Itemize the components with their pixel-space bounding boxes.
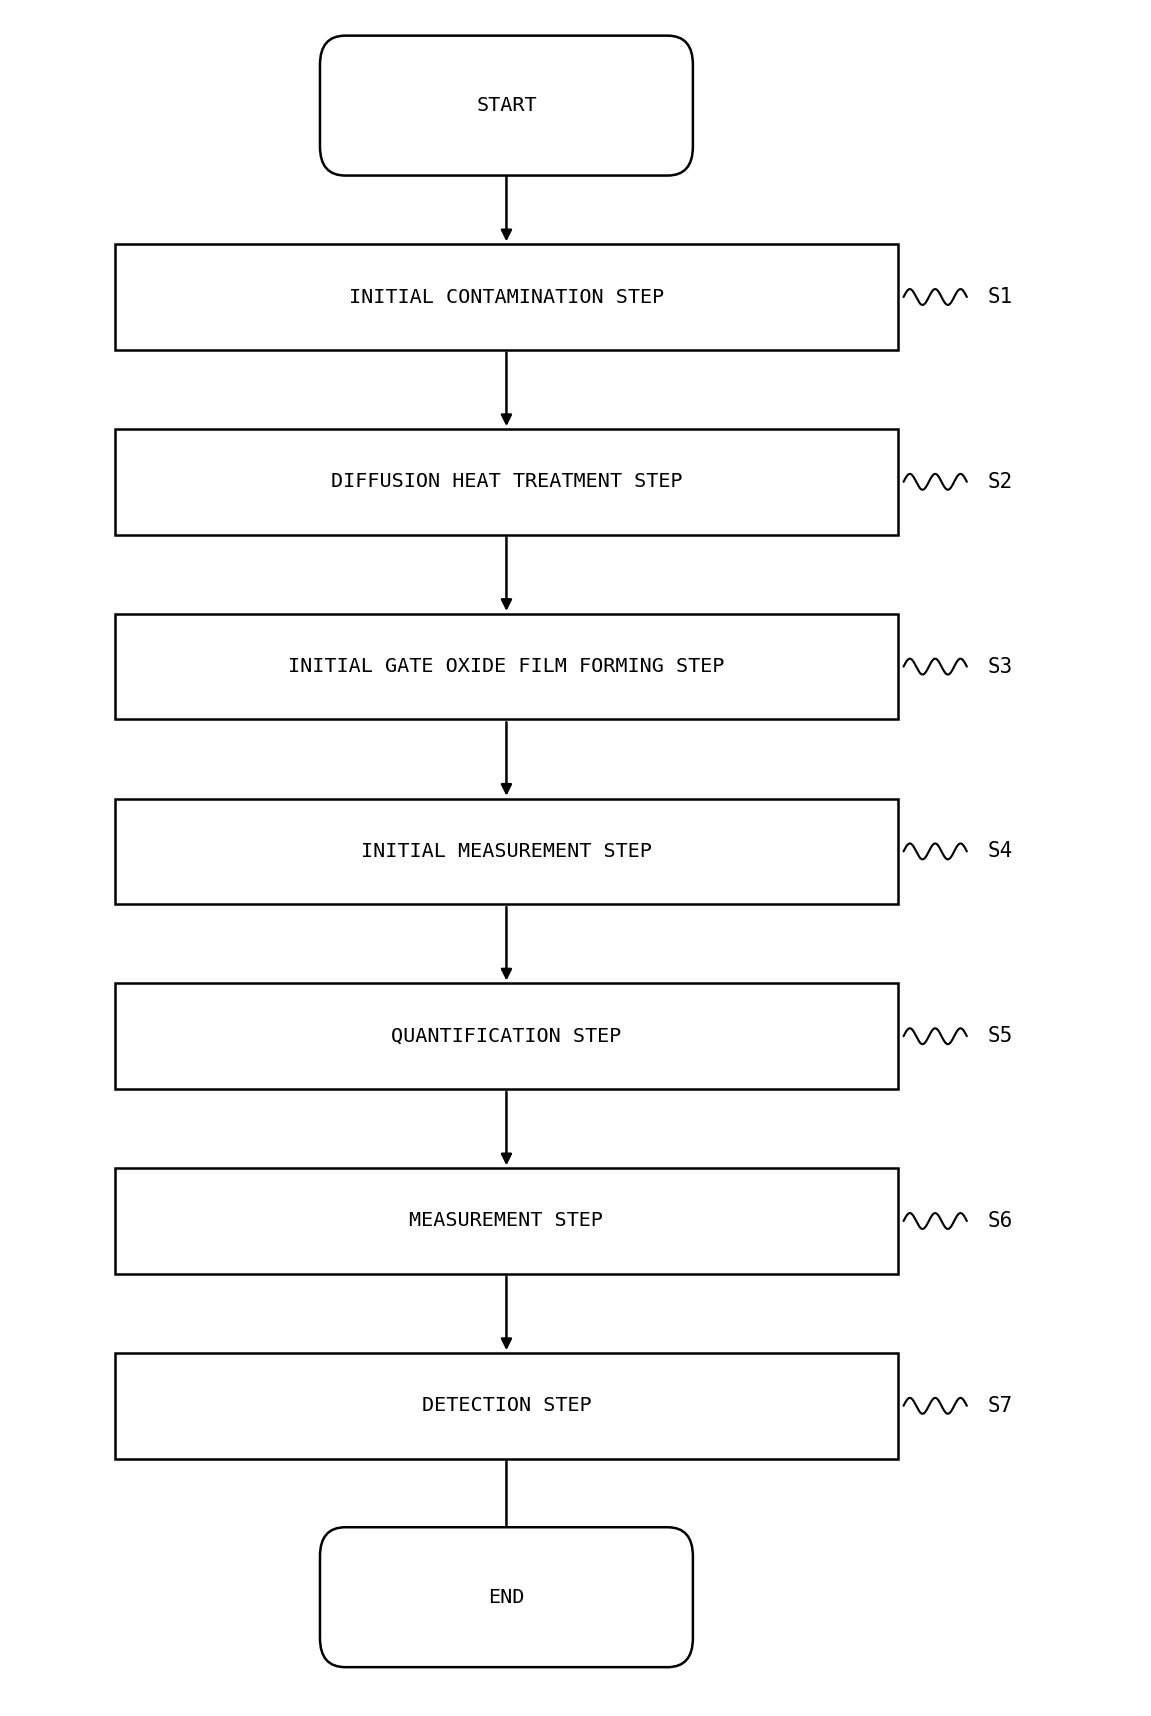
Text: INITIAL CONTAMINATION STEP: INITIAL CONTAMINATION STEP	[349, 288, 664, 307]
Text: S2: S2	[988, 472, 1013, 492]
Text: S5: S5	[988, 1026, 1013, 1047]
FancyBboxPatch shape	[320, 36, 693, 175]
Bar	[115, 1352, 898, 1459]
Text: S3: S3	[988, 657, 1013, 676]
FancyBboxPatch shape	[320, 1527, 693, 1668]
Bar	[115, 244, 898, 350]
Text: S6: S6	[988, 1211, 1013, 1230]
Text: S4: S4	[988, 841, 1013, 861]
Text: DETECTION STEP: DETECTION STEP	[421, 1397, 592, 1416]
Text: DIFFUSION HEAT TREATMENT STEP: DIFFUSION HEAT TREATMENT STEP	[330, 472, 683, 491]
Text: S1: S1	[988, 287, 1013, 307]
Text: INITIAL GATE OXIDE FILM FORMING STEP: INITIAL GATE OXIDE FILM FORMING STEP	[288, 657, 725, 676]
Text: S7: S7	[988, 1395, 1013, 1416]
Text: START: START	[477, 96, 536, 115]
Bar	[115, 983, 898, 1090]
Text: MEASUREMENT STEP: MEASUREMENT STEP	[410, 1211, 603, 1230]
Text: INITIAL MEASUREMENT STEP: INITIAL MEASUREMENT STEP	[361, 843, 651, 861]
Bar	[115, 614, 898, 719]
Bar	[115, 1169, 898, 1273]
Bar	[115, 429, 898, 535]
Bar	[115, 798, 898, 904]
Text: END: END	[488, 1587, 525, 1606]
Text: QUANTIFICATION STEP: QUANTIFICATION STEP	[391, 1026, 622, 1045]
